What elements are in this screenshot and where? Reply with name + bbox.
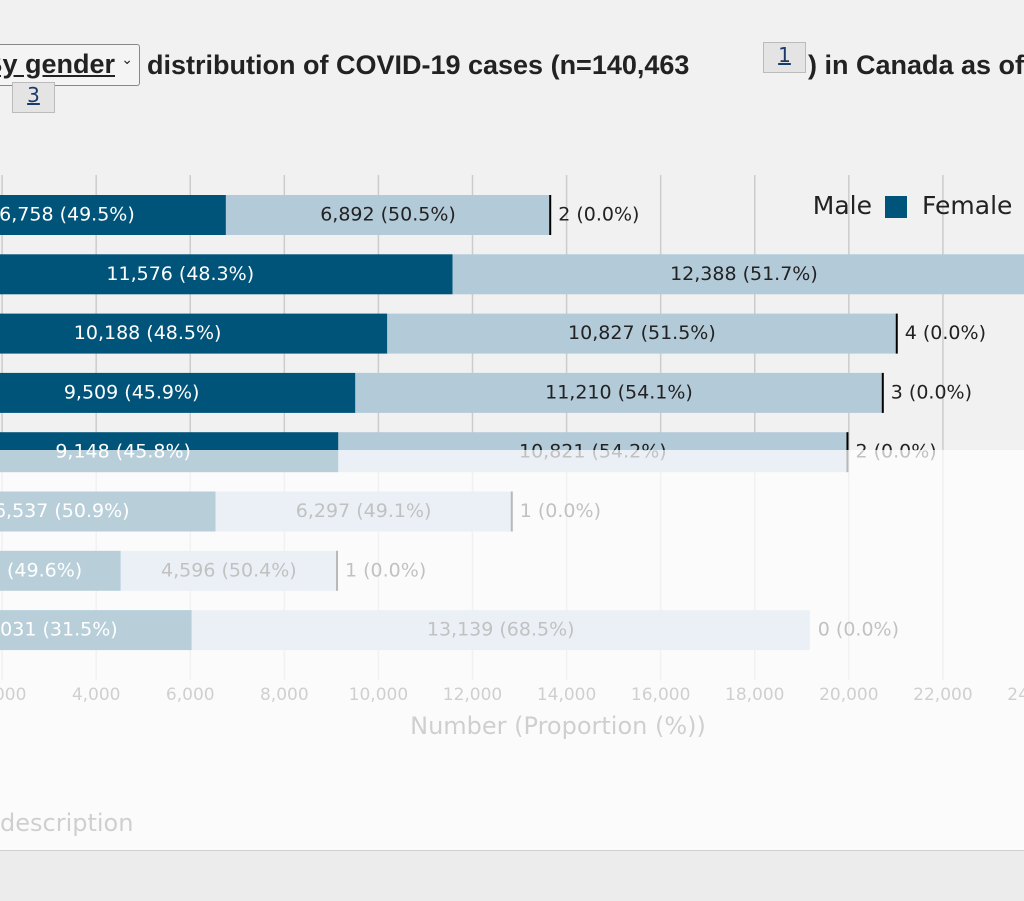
value-label: 10,188 (48.5%)	[74, 322, 222, 344]
value-label: 2 (0.0%)	[558, 204, 639, 226]
value-label: 4 (0.0%)	[905, 322, 986, 344]
bar-segment	[0, 254, 453, 295]
legend-swatch	[885, 196, 907, 218]
bar-segment	[0, 313, 388, 354]
title-end: ) in Canada as of	[808, 50, 1024, 80]
bar-segment	[225, 195, 551, 235]
value-label: 6,892 (50.5%)	[320, 204, 456, 226]
value-label: 3 (0.0%)	[891, 381, 972, 403]
value-label: 11,210 (54.1%)	[545, 381, 693, 403]
bar-segment	[0, 372, 356, 413]
legend-label: Male	[813, 191, 872, 220]
value-label: 10,827 (51.5%)	[568, 322, 716, 344]
bar-segment	[355, 372, 883, 413]
chevron: ⌄	[121, 51, 133, 67]
footer-bar	[0, 850, 1024, 901]
bar-segment	[0, 195, 226, 235]
bar-segment	[387, 313, 897, 354]
footnote-button[interactable]: 1	[763, 42, 806, 73]
legend-label: Female	[922, 191, 1012, 220]
title: distribution of COVID-19 cases (n=140,46…	[147, 50, 690, 80]
overlay	[0, 450, 1024, 850]
value-label: 11,576 (48.3%)	[106, 263, 254, 285]
value-label: 12,388 (51.7%)	[670, 263, 818, 285]
value-label: 9,509 (45.9%)	[64, 381, 200, 403]
footnote-button[interactable]: 3	[12, 82, 55, 113]
bar-segment	[452, 254, 1024, 295]
gender-select[interactable]: By gender ⌄	[0, 44, 140, 86]
value-label: 6,758 (49.5%)	[0, 204, 135, 226]
select-label[interactable]: By gender	[0, 49, 115, 79]
